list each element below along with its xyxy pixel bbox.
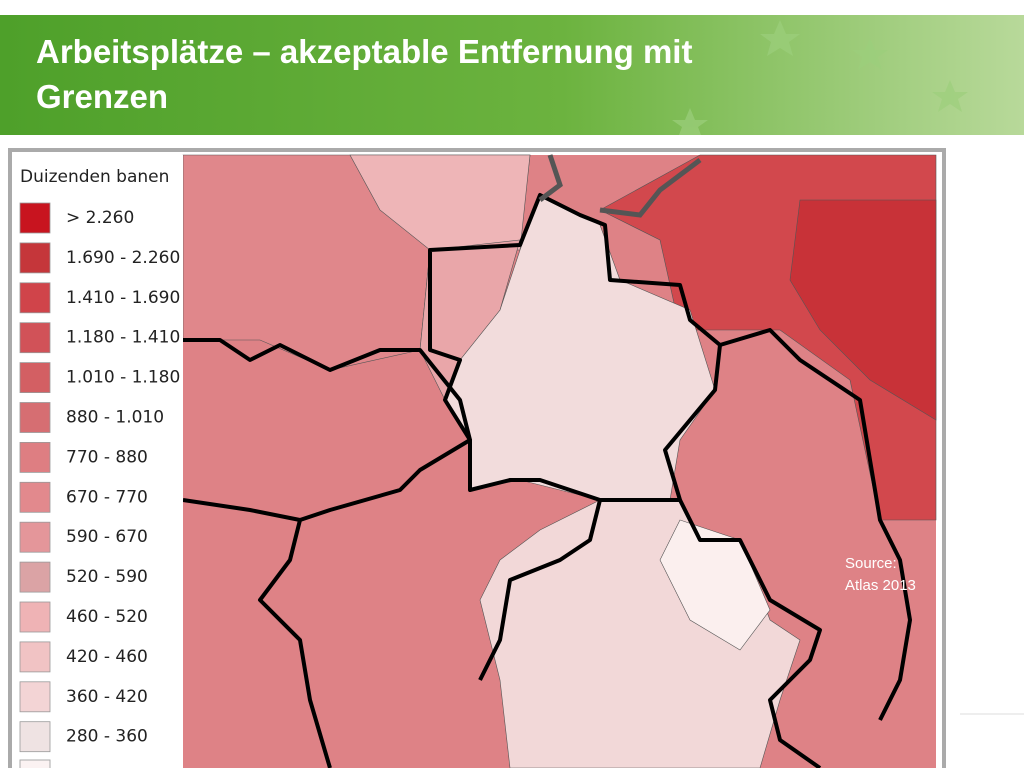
legend-label: 880 - 1.010 <box>66 408 164 428</box>
legend-label: 1.690 - 2.260 <box>66 248 180 268</box>
legend-swatch <box>19 441 51 473</box>
legend-swatch <box>19 362 51 394</box>
legend-label: 520 - 590 <box>66 567 148 587</box>
legend-swatch <box>19 721 51 753</box>
legend-label: 280 - 360 <box>66 727 148 747</box>
map <box>182 154 937 768</box>
legend-label: > 2.260 <box>66 208 134 228</box>
legend-swatch <box>19 282 51 314</box>
legend-label: 1.410 - 1.690 <box>66 288 180 308</box>
title-line: Arbeitsplätze – akzeptable Entfernung mi… <box>36 33 692 70</box>
source: Source: <box>845 555 897 572</box>
header-bar <box>0 15 1024 135</box>
legend-swatch <box>19 561 51 593</box>
legend-label: 1.010 - 1.180 <box>66 368 180 388</box>
legend-label: 360 - 420 <box>66 687 148 707</box>
legend-swatch <box>19 681 51 713</box>
legend-swatch <box>19 601 51 633</box>
legend-swatch <box>19 481 51 513</box>
source: Atlas 2013 <box>845 577 916 594</box>
legend-label: 460 - 520 <box>66 607 148 627</box>
legend-label: 590 - 670 <box>66 527 148 547</box>
legend-label: 770 - 880 <box>66 447 148 467</box>
legend-label: 1.180 - 1.410 <box>66 328 180 348</box>
legend-swatch <box>19 521 51 553</box>
legend-swatch <box>19 202 51 234</box>
river <box>538 154 702 218</box>
legend-label: 670 - 770 <box>66 487 148 507</box>
legend-title: Duizenden banen <box>20 167 169 187</box>
legend-swatch <box>19 242 51 274</box>
legend-swatch <box>19 402 51 433</box>
legend-label: 420 - 460 <box>66 647 148 667</box>
title-line: Grenzen <box>36 78 168 115</box>
border <box>182 193 912 768</box>
legend-swatch <box>19 641 51 673</box>
map-region <box>789 199 937 421</box>
legend-swatch <box>19 322 51 354</box>
stars <box>672 20 968 135</box>
legend-swatch <box>19 759 51 768</box>
legend: > 2.260 1.690 - 2.260 1.410 - 1.690 1.180 -… <box>19 202 180 753</box>
